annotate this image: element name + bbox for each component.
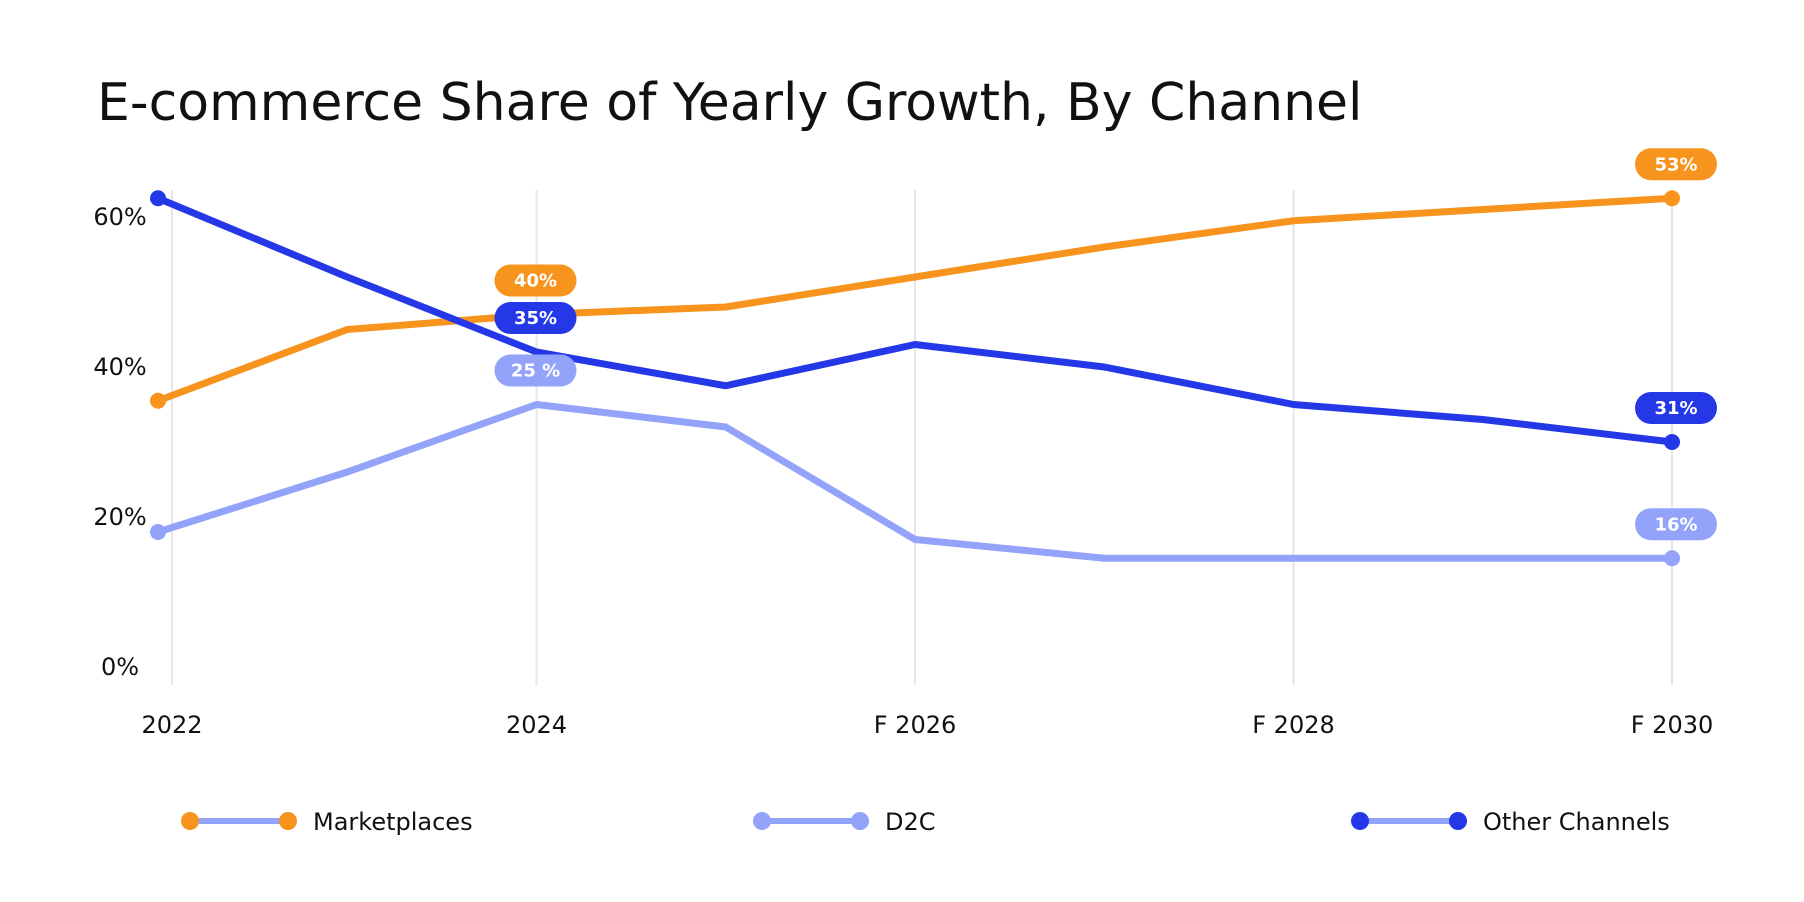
data-label-pill [494,302,577,334]
x-tick-label: 2024 [506,711,567,739]
y-tick-label: 20% [93,503,146,531]
y-tick-label: 60% [93,203,146,231]
data-point [150,190,166,207]
data-labels: 40% 53% 35% 31% 25 % 16% [494,148,1717,541]
data-label-text: 25 % [511,361,560,382]
x-tick-label: F 2026 [874,711,957,739]
x-axis-ticks: 2022 2024 F 2026 F 2028 F 2030 [141,711,1713,739]
data-label-pill [1635,508,1717,541]
y-axis-ticks: 0% 20% 40% 60% [93,203,146,681]
series-lines [154,194,1676,562]
data-label-text: 40% [514,271,557,292]
series-line-d2c [154,401,1676,562]
chart-title: E-commerce Share of Yearly Growth, By Ch… [97,73,1363,133]
legend-label: Other Channels [1483,808,1670,836]
data-label-text: 35% [514,308,557,329]
y-tick-label: 40% [93,353,146,381]
legend-item-other-channels: Other Channels [1351,808,1670,836]
legend-marker [851,812,869,830]
legend-item-d2c: D2C [753,808,936,836]
legend-item-marketplaces: Marketplaces [181,808,473,836]
legend-marker [1449,812,1467,830]
x-tick-label: F 2030 [1631,711,1714,739]
data-point [1664,434,1680,450]
legend-marker [1351,812,1369,830]
x-tick-label: F 2028 [1252,711,1335,739]
legend-label: Marketplaces [313,808,473,836]
data-point [150,524,166,540]
data-label-text: 53% [1654,154,1697,175]
y-tick-label: 0% [101,653,139,681]
data-label-pill [494,354,577,387]
data-label-pill [1635,148,1717,181]
data-label-text: 16% [1654,514,1697,535]
data-point [1664,550,1680,567]
legend-marker [279,812,297,830]
data-point [150,392,166,409]
data-point [1664,190,1680,207]
legend-marker [753,812,771,830]
data-label-pill [494,264,577,297]
gridlines [171,190,1673,685]
legend: Marketplaces D2C Other Channels [181,808,1670,836]
x-tick-label: 2022 [141,711,202,739]
series-points [150,190,1680,567]
legend-marker [181,812,199,830]
series-line-marketplaces [154,194,1676,405]
series-line-other-channels [154,194,1676,446]
legend-label: D2C [885,808,936,836]
data-label-pill [1635,392,1717,424]
data-label-text: 31% [1654,398,1697,419]
